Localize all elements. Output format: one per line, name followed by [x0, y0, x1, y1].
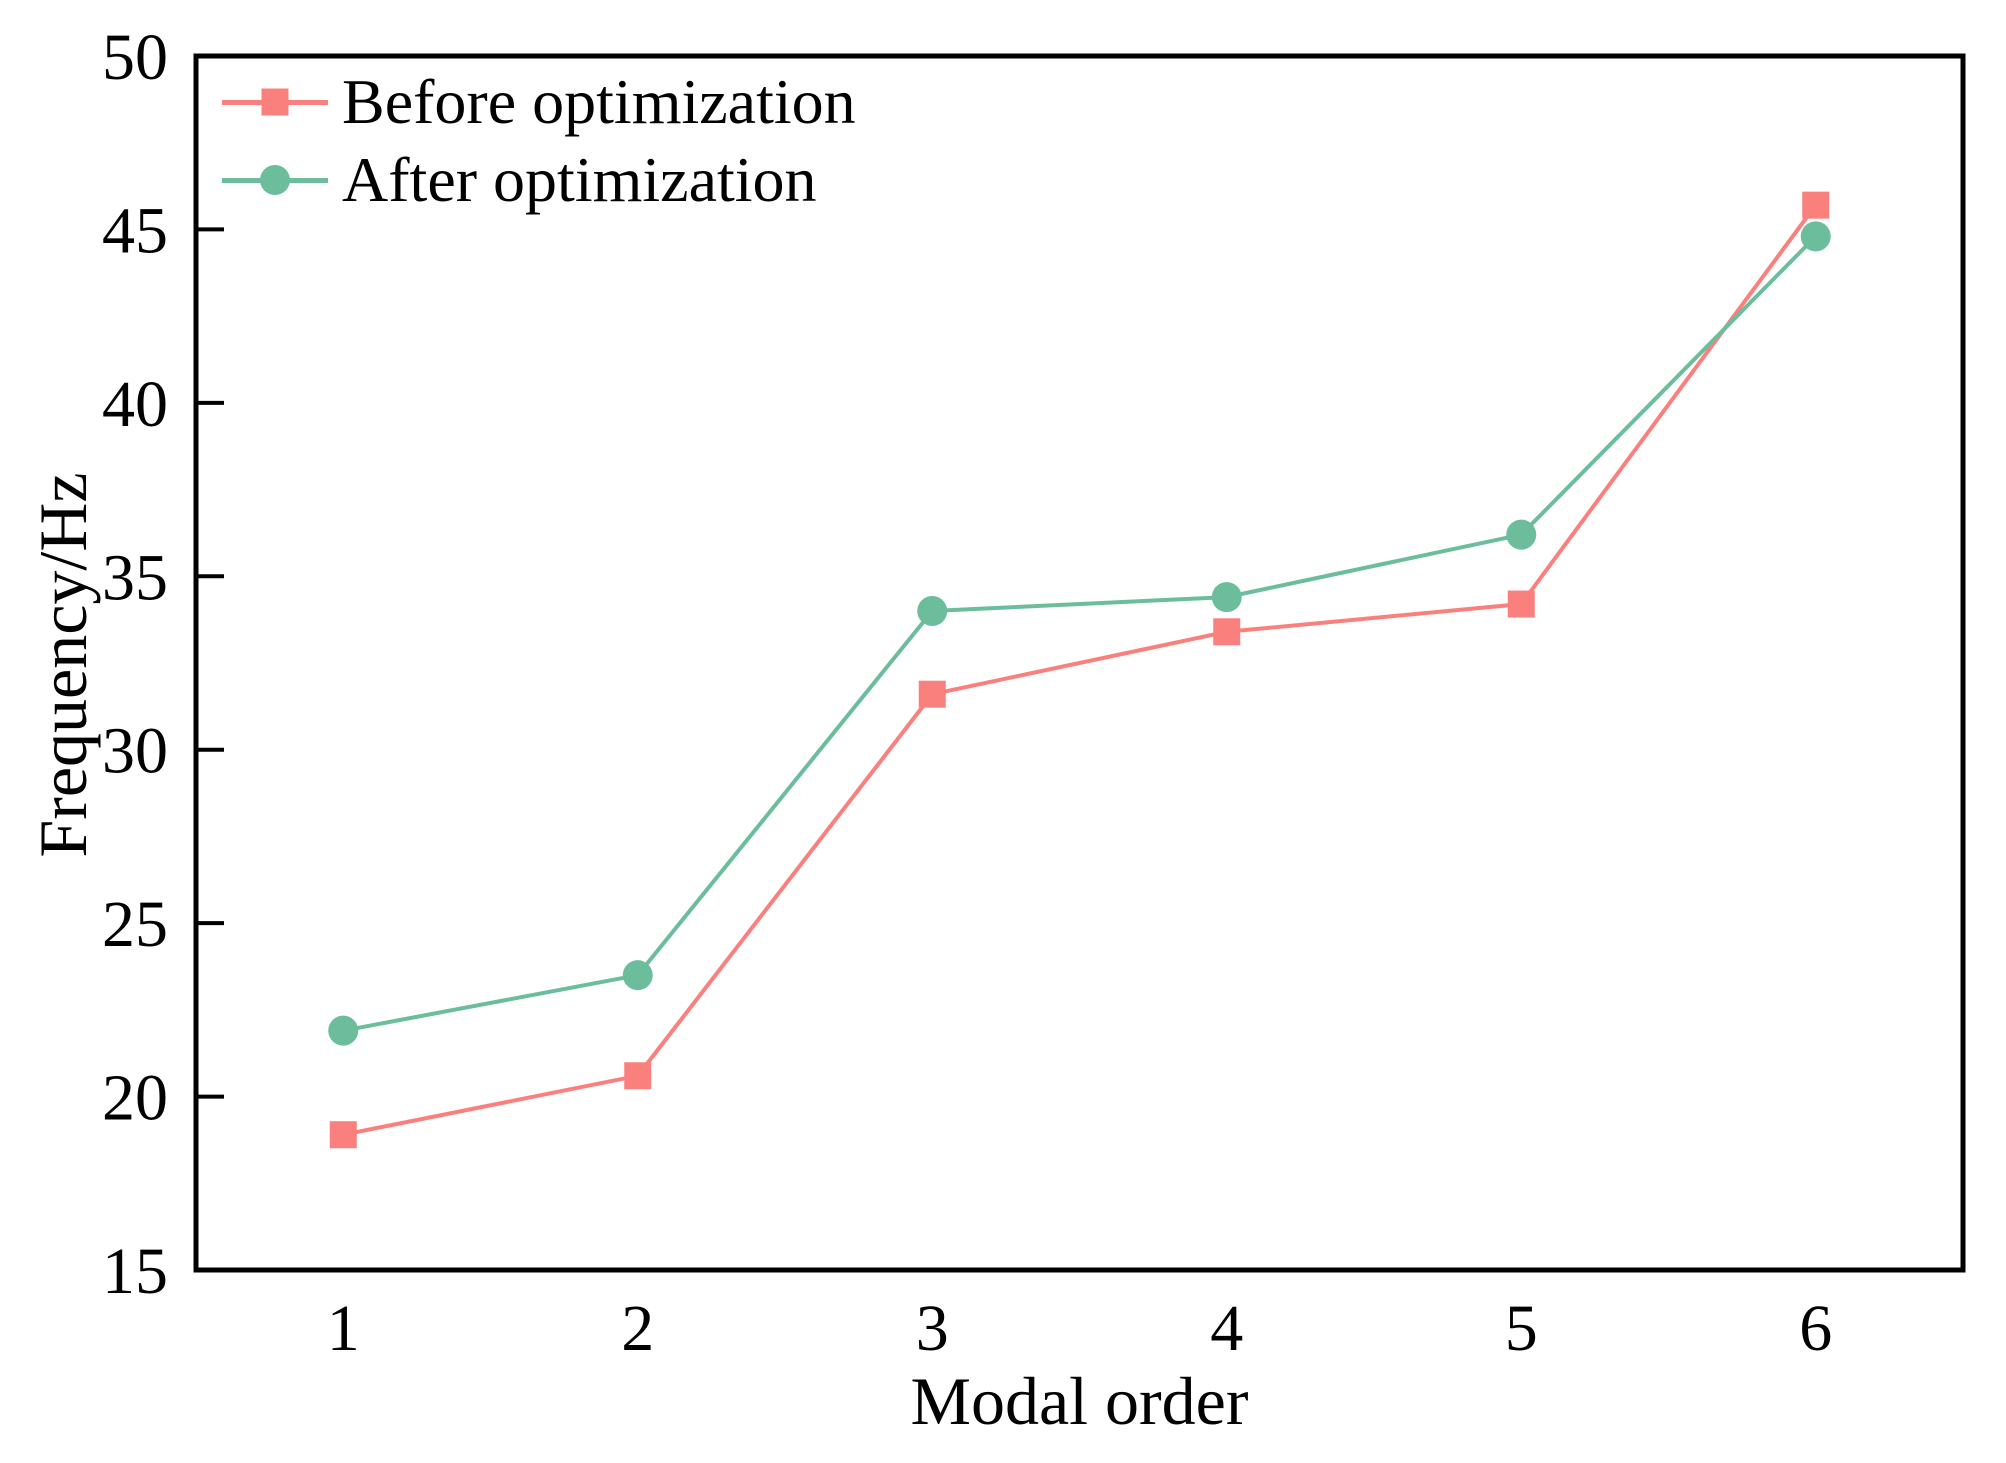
data-point-before-2 [624, 1062, 652, 1090]
legend-label: Before optimization [342, 66, 856, 137]
y-tick-label: 20 [102, 1062, 168, 1135]
legend: Before optimization After optimization [222, 63, 856, 219]
data-point-after-4 [1211, 582, 1242, 613]
data-point-before-6 [1802, 191, 1830, 219]
y-axis-title: Frequency/Hz [25, 472, 101, 858]
y-tick-label: 25 [102, 888, 168, 961]
y-tick-label: 15 [102, 1235, 168, 1308]
y-tick-label: 35 [102, 541, 168, 614]
x-axis-title: Modal order [910, 1363, 1249, 1439]
series-line-after [342, 234, 1818, 1033]
data-point-before-4 [1213, 618, 1241, 646]
x-tick-label: 4 [1210, 1292, 1243, 1365]
data-point-after-3 [917, 595, 948, 626]
data-point-before-5 [1507, 590, 1535, 618]
data-point-after-5 [1506, 519, 1537, 550]
x-tick-label: 5 [1505, 1292, 1538, 1365]
y-tick-label: 45 [102, 194, 168, 267]
data-point-before-3 [918, 680, 946, 708]
data-point-after-1 [328, 1015, 359, 1046]
x-tick-label: 2 [621, 1292, 654, 1365]
legend-line-swatch [222, 165, 328, 195]
data-point-after-2 [622, 960, 653, 991]
x-tick-label: 1 [327, 1292, 360, 1365]
y-tick-label: 30 [102, 715, 168, 788]
plot-frame [193, 53, 1966, 1273]
series-line-before [342, 203, 1818, 1137]
legend-item-after-optimization: After optimization [222, 141, 856, 219]
legend-line-swatch [222, 88, 328, 116]
x-tick-label: 3 [916, 1292, 949, 1365]
legend-label: After optimization [342, 144, 817, 215]
x-tick-label: 6 [1799, 1292, 1832, 1365]
legend-item-before-optimization: Before optimization [222, 63, 856, 141]
square-marker-icon [261, 88, 289, 116]
y-tick-label: 50 [102, 21, 168, 94]
circle-marker-icon [260, 165, 290, 195]
y-tick-label: 40 [102, 368, 168, 441]
data-point-before-1 [329, 1121, 357, 1149]
data-point-after-6 [1800, 221, 1831, 252]
